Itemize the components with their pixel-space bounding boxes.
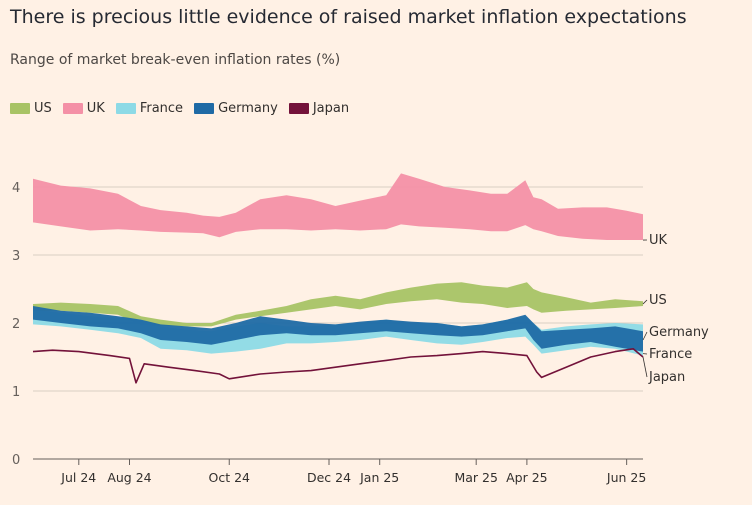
band-us bbox=[33, 282, 643, 327]
x-tick-label-jun-25: Jun 25 bbox=[606, 470, 646, 485]
legend-item-uk: UK bbox=[62, 101, 105, 116]
line-japan bbox=[32, 347, 644, 384]
legend-label-japan: Japan bbox=[312, 101, 350, 116]
end-label-france: France bbox=[649, 347, 692, 362]
chart-title: There is precious little evidence of rai… bbox=[10, 6, 687, 28]
end-leader-us bbox=[642, 299, 648, 305]
y-tick-label-4: 4 bbox=[12, 181, 20, 196]
legend-swatch-germany bbox=[194, 103, 215, 114]
y-tick-label-3: 3 bbox=[12, 249, 20, 264]
y-tick-label-1: 1 bbox=[12, 385, 20, 400]
end-label-japan: Japan bbox=[648, 370, 685, 385]
legend-swatch-france bbox=[115, 103, 136, 114]
x-tick-label-aug-24: Aug 24 bbox=[107, 470, 151, 485]
legend-swatch-uk bbox=[62, 103, 83, 114]
legend-swatch-us bbox=[10, 103, 30, 114]
legend: US UK France Germany Japan bbox=[10, 101, 360, 116]
x-tick-label-oct-24: Oct 24 bbox=[208, 470, 250, 485]
end-leader-germany bbox=[642, 331, 648, 341]
legend-label-germany: Germany bbox=[218, 101, 278, 116]
x-tick-label-mar-25: Mar 25 bbox=[454, 470, 497, 485]
y-tick-label-2: 2 bbox=[12, 317, 20, 332]
legend-label-us: US bbox=[34, 101, 52, 116]
end-label-uk: UK bbox=[649, 233, 668, 248]
x-tick-label-jan-25: Jan 25 bbox=[359, 470, 399, 485]
band-germany bbox=[33, 306, 643, 352]
y-tick-label-0: 0 bbox=[12, 453, 20, 468]
legend-item-germany: Germany bbox=[194, 101, 278, 116]
legend-label-uk: UK bbox=[86, 101, 105, 116]
end-label-us: US bbox=[649, 293, 667, 308]
chart-subtitle: Range of market break-even inflation rat… bbox=[10, 52, 341, 68]
legend-swatch-japan bbox=[288, 103, 309, 114]
end-leader-japan bbox=[642, 356, 648, 378]
x-tick-label-dec-24: Dec 24 bbox=[307, 470, 351, 485]
x-tick-label-apr-25: Apr 25 bbox=[506, 470, 548, 485]
legend-item-france: France bbox=[115, 101, 184, 116]
legend-item-japan: Japan bbox=[288, 101, 350, 116]
x-tick-label-jul-24: Jul 24 bbox=[60, 470, 96, 485]
legend-item-us: US bbox=[10, 101, 52, 116]
band-uk bbox=[33, 173, 643, 240]
end-label-germany: Germany bbox=[649, 325, 709, 340]
legend-label-france: France bbox=[139, 101, 184, 116]
